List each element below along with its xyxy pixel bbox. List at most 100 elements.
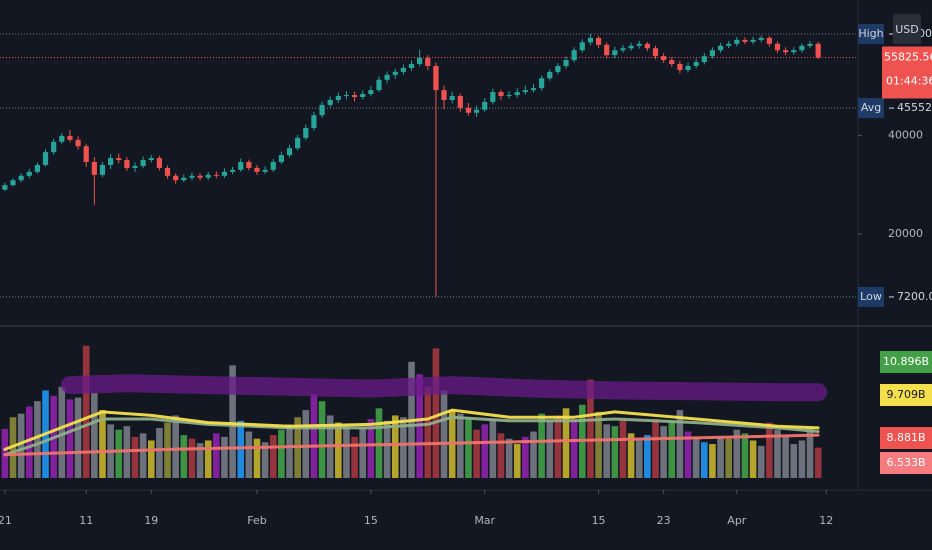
candle-body: [18, 175, 24, 181]
volume-bar: [261, 442, 269, 478]
candle-body: [197, 175, 203, 178]
candle-body: [547, 71, 553, 79]
candle-body: [490, 92, 496, 102]
candle-body: [465, 107, 472, 113]
volume-bar: [34, 401, 41, 478]
candle-body: [83, 146, 89, 163]
last-price: 55825.56: [884, 50, 932, 63]
candle-body: [327, 99, 333, 105]
volume-bar: [66, 399, 74, 478]
volume-bar: [147, 440, 155, 478]
volume-bar: [188, 438, 196, 478]
candle-body: [238, 162, 244, 170]
volume-bar: [473, 429, 480, 478]
volume-bar: [603, 424, 610, 478]
candle-body: [815, 43, 821, 58]
stat-name-box: [858, 286, 884, 307]
currency-box: [893, 14, 921, 44]
candle-body: [368, 90, 374, 95]
volume-bar: [115, 429, 123, 478]
candle-body: [173, 175, 179, 181]
volume-bar: [489, 419, 497, 478]
candle-body: [441, 90, 447, 100]
volume-bar: [375, 408, 383, 478]
candle-body: [514, 92, 520, 96]
volume-bar: [440, 390, 448, 478]
volume-bar: [611, 426, 619, 478]
candle-body: [791, 50, 797, 53]
candle-body: [10, 180, 16, 186]
candle-body: [124, 160, 130, 168]
x-tick-label: 19: [144, 514, 158, 527]
stat-value: 45552.00: [897, 101, 932, 114]
candle-body: [563, 60, 569, 66]
candle-body: [742, 39, 748, 42]
candle-body: [303, 128, 309, 138]
candle-body: [2, 185, 8, 190]
candle-body: [571, 50, 577, 61]
candle-body: [734, 39, 740, 44]
candle-body: [709, 50, 716, 57]
candle-body: [417, 58, 423, 65]
volume-average: [3, 408, 820, 451]
volume-bar: [790, 444, 798, 478]
volume-bar: [505, 438, 513, 478]
candle-body: [278, 155, 284, 163]
volume-bar: [269, 435, 277, 478]
volume-bar: [619, 420, 627, 478]
volume-bar: [497, 433, 505, 478]
candle-body: [246, 162, 252, 168]
candle-body: [612, 50, 618, 56]
candle-body: [164, 167, 171, 176]
candle-body: [530, 88, 537, 91]
volume-bar: [709, 444, 716, 478]
candle-body: [262, 169, 268, 172]
candle-body: [156, 158, 163, 168]
volume-bar: [172, 415, 179, 478]
candle-body: [286, 148, 293, 156]
candle-body: [498, 92, 504, 97]
candle-body: [384, 74, 390, 80]
candle-body: [26, 171, 32, 176]
volume-bar: [17, 413, 25, 478]
candle-body: [522, 90, 528, 93]
volume-bar: [757, 445, 765, 478]
candle-body: [750, 39, 756, 42]
volume-bar: [644, 435, 651, 478]
volume-bar: [749, 440, 757, 478]
volume-bar: [766, 422, 773, 478]
volume-bar: [562, 408, 570, 478]
volume-bar: [99, 410, 106, 478]
volume-bar: [570, 419, 578, 478]
candle-body: [91, 162, 97, 175]
volume-label: 6.533B: [886, 456, 925, 469]
volume-label: 8.881B: [886, 431, 925, 444]
x-tick-label: Apr: [727, 514, 747, 527]
candle-body: [270, 162, 276, 170]
volume-bar: [196, 443, 204, 478]
candle-body: [783, 50, 789, 53]
candle-body: [148, 158, 154, 161]
candle-body: [351, 95, 358, 98]
volume-bar: [91, 393, 98, 478]
candle-body: [555, 65, 561, 72]
volume-bar: [692, 436, 700, 478]
volume-bar: [25, 406, 33, 478]
volume-bar: [733, 429, 741, 478]
x-tick-label: 21: [0, 514, 12, 527]
volume-bar: [367, 419, 375, 478]
y-tick-label: 20000: [888, 227, 923, 240]
volume-bar: [253, 438, 261, 478]
volume-bar: [538, 413, 545, 478]
volume-bar: [546, 420, 554, 478]
candle-body: [701, 56, 707, 63]
stat-name: Avg: [861, 101, 881, 114]
candle-body: [685, 65, 691, 70]
countdown: 01:44:36: [886, 74, 932, 87]
candle-body: [311, 115, 317, 129]
volume-label: 9.709B: [886, 388, 925, 401]
volume-bar: [131, 436, 139, 478]
volume-bar: [383, 420, 391, 478]
volume-bar: [700, 442, 708, 478]
